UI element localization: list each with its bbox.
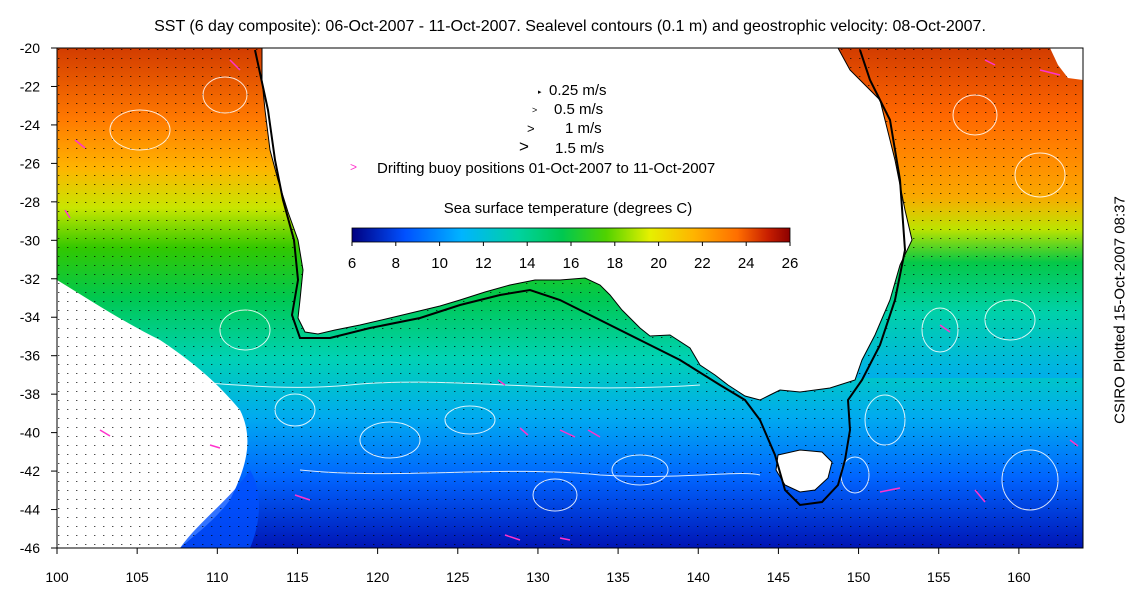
colorbar-tick-label: 10 — [431, 255, 448, 272]
colorbar-tick-label: 12 — [475, 255, 492, 272]
velocity-legend-label-1: 0.5 m/s — [554, 101, 603, 118]
y-tick-label: -20 — [20, 40, 40, 56]
buoy-legend-label: Drifting buoy positions 01-Oct-2007 to 1… — [377, 160, 715, 177]
colorbar-tick-label: 26 — [782, 255, 799, 272]
y-tick-label: -38 — [20, 386, 40, 402]
x-axis: 100 105 110 115 120 125 130 135 140 145 150 155 160 — [45, 548, 1031, 585]
colorbar-tick-label: 18 — [606, 255, 623, 272]
y-tick-label: -28 — [20, 194, 40, 210]
colorbar-gradient — [351, 227, 791, 243]
y-tick-label: -42 — [20, 463, 40, 479]
arrow-medium-icon: > — [527, 121, 535, 136]
y-tick-label: -32 — [20, 271, 40, 287]
colorbar-tick-label: 6 — [348, 255, 356, 272]
velocity-legend-label-3: 1.5 m/s — [555, 140, 604, 157]
x-tick-label: 145 — [767, 569, 791, 585]
buoy-marker-icon: > — [350, 160, 357, 174]
y-tick-label: -36 — [20, 348, 40, 364]
y-tick-label: -24 — [20, 117, 40, 133]
drifting-buoy-tracks — [64, 59, 1079, 541]
velocity-legend: ▸ 0.25 m/s > 0.5 m/s > 1 m/s > 1.5 m/s >… — [350, 82, 715, 177]
y-axis: -20 -22 -24 -26 -28 -30 -32 -34 -36 -38 -40 -42 -44 -… — [20, 40, 57, 556]
plot-frame — [56, 47, 1084, 549]
x-tick-label: 150 — [847, 569, 871, 585]
arrow-tiny-icon: ▸ — [538, 89, 542, 96]
x-tick-label: 120 — [366, 569, 390, 585]
colorbar-tick-label: 24 — [738, 255, 755, 272]
shelf-edge-line — [254, 49, 907, 507]
x-tick-label: 110 — [206, 569, 229, 585]
y-tick-label: -26 — [20, 155, 40, 171]
x-tick-label: 160 — [1007, 569, 1031, 585]
chart-title: SST (6 day composite): 06-Oct-2007 - 11-… — [154, 18, 986, 35]
x-tick-label: 135 — [606, 569, 630, 585]
colorbar-tick-label: 14 — [519, 255, 536, 272]
y-tick-label: -40 — [20, 425, 40, 441]
x-tick-label: 130 — [526, 569, 550, 585]
x-tick-label: 155 — [927, 569, 951, 585]
y-tick-label: -22 — [20, 78, 40, 94]
velocity-legend-label-0: 0.25 m/s — [549, 82, 607, 99]
y-tick-label: -34 — [20, 309, 40, 325]
y-tick-label: -44 — [20, 502, 40, 518]
velocity-legend-label-2: 1 m/s — [565, 120, 602, 137]
arrow-small-icon: > — [532, 105, 537, 115]
northern-land — [1050, 48, 1083, 80]
x-tick-label: 105 — [125, 569, 149, 585]
sealevel-contours — [56, 76, 1066, 512]
colorbar-title: Sea surface temperature (degrees C) — [444, 200, 692, 217]
colorbar: Sea surface temperature (degrees C) 6 8 10… — [348, 200, 799, 272]
x-tick-label: 140 — [687, 569, 711, 585]
y-tick-label: -30 — [20, 232, 40, 248]
y-tick-label: -46 — [20, 540, 40, 556]
x-tick-label: 115 — [286, 569, 309, 585]
colorbar-tick-label: 20 — [650, 255, 667, 272]
arrow-large-icon: > — [519, 137, 529, 156]
colorbar-tick-label: 22 — [694, 255, 711, 272]
colorbar-tick-label: 8 — [392, 255, 400, 272]
x-tick-label: 125 — [446, 569, 470, 585]
colorbar-tick-label: 16 — [563, 255, 580, 272]
x-tick-label: 100 — [45, 569, 69, 585]
australia-landmass — [261, 47, 913, 401]
plot-credit: CSIRO Plotted 15-Oct-2007 08:37 — [1111, 196, 1129, 424]
